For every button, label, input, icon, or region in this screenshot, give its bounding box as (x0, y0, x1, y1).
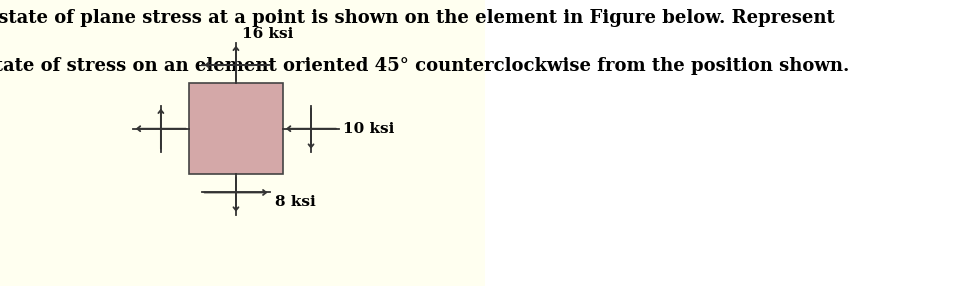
Text: The state of plane stress at a point is shown on the element in Figure below. Re: The state of plane stress at a point is … (0, 9, 835, 27)
Bar (189, 83, 283, 174)
Text: 10 ksi: 10 ksi (343, 122, 395, 136)
Text: 8 ksi: 8 ksi (275, 195, 315, 209)
FancyBboxPatch shape (0, 0, 485, 286)
Text: this state of stress on an element oriented 45° counterclockwise from the positi: this state of stress on an element orien… (0, 57, 849, 75)
Text: 16 ksi: 16 ksi (243, 27, 293, 41)
